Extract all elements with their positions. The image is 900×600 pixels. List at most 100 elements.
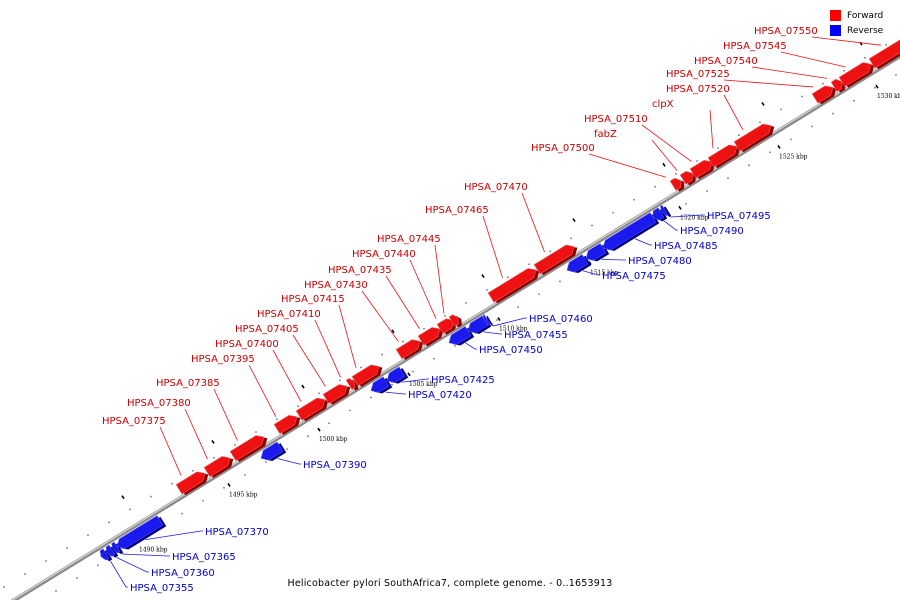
gene-label: HPSA_07450 — [479, 345, 543, 356]
gene-arrow-body — [395, 339, 421, 360]
minor-tick-dot — [528, 263, 530, 266]
minor-tick-dot — [696, 160, 698, 162]
gene-arrow-body — [99, 548, 110, 561]
gene-arrow-body — [602, 212, 657, 250]
gene-arrow — [116, 515, 167, 550]
scale-tick-label: 1510 kbp — [499, 326, 528, 333]
minor-tick-dot — [706, 190, 708, 192]
minor-tick-dot — [339, 379, 341, 382]
label-leader-line — [663, 220, 678, 231]
gene-label: HPSA_07545 — [723, 41, 787, 52]
gene-arrow — [487, 268, 540, 304]
minor-tick-dot — [433, 357, 435, 360]
backbone-line — [10, 53, 900, 600]
gene-arrow — [448, 326, 475, 346]
gene-arrow-shadow — [486, 315, 494, 327]
gene-arrow — [417, 327, 444, 347]
gene-label: HPSA_07410 — [257, 309, 321, 320]
gene-arrow-body — [116, 515, 164, 549]
minor-tick-dot — [412, 370, 414, 373]
gene-label: HPSA_07510 — [584, 114, 648, 125]
label-leader-line — [465, 342, 477, 350]
minor-tick-dot — [255, 431, 257, 433]
minor-tick-dot — [801, 95, 803, 98]
gene-label: HPSA_07415 — [281, 294, 345, 305]
gene-label: HPSA_07525 — [666, 69, 730, 80]
label-leader-line — [492, 317, 527, 327]
gene-label: HPSA_07375 — [102, 416, 166, 427]
scale-tick-label: 1500 kbp — [319, 436, 348, 443]
gene-arrow-body — [295, 397, 326, 421]
gene-label: fabZ — [594, 129, 617, 140]
gene-arrow-body — [707, 144, 738, 168]
gene-arrow-body — [566, 254, 589, 273]
label-leader-line — [811, 36, 882, 46]
gene-arrow — [322, 384, 351, 405]
gene-arrow-body — [229, 435, 265, 462]
gene-label: HPSA_07460 — [529, 314, 593, 325]
gene-label: HPSA_07425 — [431, 375, 495, 386]
gene-label: HPSA_07470 — [464, 182, 528, 193]
minor-tick-dot — [591, 224, 593, 227]
strand-legend: Forward Reverse — [830, 8, 892, 38]
label-leader-line — [751, 66, 828, 79]
gene-arrow-body — [105, 544, 116, 557]
gene-label: HPSA_07385 — [156, 378, 220, 389]
minor-tick-dot — [181, 512, 183, 515]
minor-tick-dot — [108, 521, 110, 524]
gene-arrow-body — [830, 78, 843, 92]
gene-arrow-body — [436, 318, 455, 334]
minor-tick-dot — [381, 353, 383, 356]
gene-arrow-body — [679, 170, 694, 185]
legend-label-reverse: Reverse — [847, 25, 884, 36]
minor-tick-dot — [297, 405, 299, 408]
minor-tick-dot — [66, 547, 68, 550]
gene-arrow-body — [203, 456, 231, 478]
minor-tick-dot — [171, 482, 173, 485]
label-leader-line — [385, 391, 406, 395]
major-tick-above — [121, 495, 125, 500]
label-leader-line — [401, 378, 429, 383]
minor-tick-dot — [675, 173, 677, 175]
gene-label: HPSA_07395 — [191, 354, 255, 365]
gene-arrow — [838, 62, 875, 88]
minor-tick-dot — [769, 151, 771, 154]
label-leader-line — [159, 426, 182, 476]
gene-features — [99, 37, 900, 562]
gene-arrow-shadow — [663, 206, 672, 218]
label-leader-line — [361, 290, 399, 342]
label-leader-line — [409, 259, 437, 319]
gene-arrow — [386, 366, 409, 384]
gene-arrow-body — [733, 123, 772, 152]
legend-item-reverse: Reverse — [830, 23, 892, 38]
minor-tick-dot — [24, 573, 26, 575]
minor-tick-dot — [349, 409, 351, 412]
minor-tick-dot — [685, 203, 687, 205]
minor-tick-dot — [129, 508, 131, 511]
minor-tick-dot — [3, 585, 5, 588]
label-leader-line — [116, 557, 149, 573]
gene-arrow — [602, 212, 660, 251]
gene-label: HPSA_07520 — [666, 84, 730, 95]
gene-arrow — [260, 441, 287, 462]
label-leader-line — [780, 51, 846, 68]
major-tick-below — [227, 482, 231, 487]
label-leader-line — [723, 79, 814, 88]
label-leader-line — [521, 192, 545, 253]
label-leader-line — [277, 458, 301, 465]
label-leader-line — [588, 153, 667, 178]
gene-arrow-body — [811, 85, 834, 104]
gene-arrow — [689, 159, 716, 180]
scale-tick-label: 1520 kbp — [680, 214, 709, 221]
major-tick-below — [317, 427, 321, 432]
label-leader-line — [582, 270, 600, 276]
gene-arrow — [351, 364, 383, 388]
gene-label: HPSA_07405 — [235, 324, 299, 335]
minor-tick-dot — [517, 306, 519, 309]
minor-tick-dot — [612, 211, 614, 214]
gene-arrow-body — [585, 243, 607, 261]
minor-tick-dot — [748, 164, 750, 167]
gene-label: HPSA_07465 — [425, 205, 489, 216]
gene-arrow — [105, 544, 119, 558]
gene-label: HPSA_07435 — [328, 265, 392, 276]
